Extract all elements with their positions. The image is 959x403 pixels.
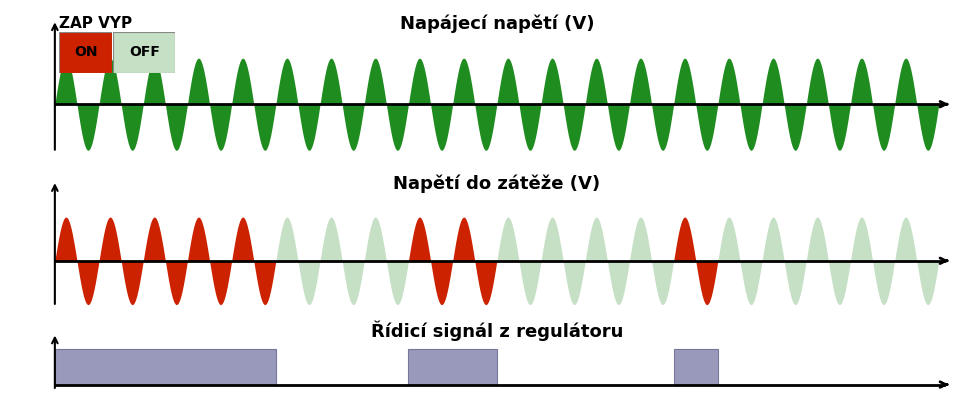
Text: ZAP VYP: ZAP VYP xyxy=(59,16,132,31)
Bar xyxy=(673,349,718,384)
Bar xyxy=(409,349,497,384)
Text: Řídicí signál z regulátoru: Řídicí signál z regulátoru xyxy=(371,320,623,341)
Text: OFF: OFF xyxy=(129,46,160,59)
Text: Napájecí napětí (V): Napájecí napětí (V) xyxy=(400,15,595,33)
Text: Napětí do zátěže (V): Napětí do zátěže (V) xyxy=(393,175,600,193)
Bar xyxy=(55,349,276,384)
Text: ON: ON xyxy=(74,46,98,59)
